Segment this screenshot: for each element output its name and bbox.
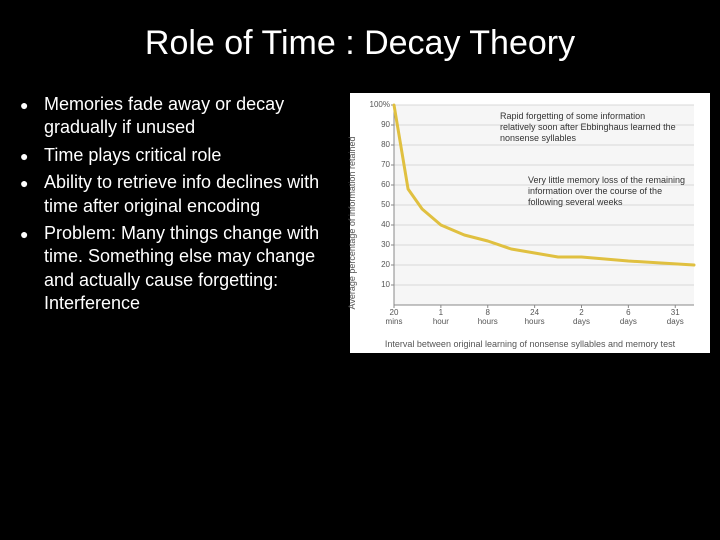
y-tick-label: 80 [366, 140, 390, 149]
chart-annotation: Rapid forgetting of some information rel… [500, 111, 680, 143]
y-tick-label: 100% [366, 100, 390, 109]
bullet-item: Time plays critical role [20, 144, 340, 167]
x-tick-label: 20mins [380, 309, 408, 327]
bullet-item: Memories fade away or decay gradually if… [20, 93, 340, 140]
y-tick-label: 40 [366, 220, 390, 229]
y-tick-label: 20 [366, 260, 390, 269]
x-tick-label: 31days [661, 309, 689, 327]
y-tick-label: 50 [366, 200, 390, 209]
y-tick-label: 60 [366, 180, 390, 189]
x-tick-label: 2days [568, 309, 596, 327]
y-tick-label: 30 [366, 240, 390, 249]
page-title: Role of Time : Decay Theory [0, 0, 720, 73]
bullet-item: Problem: Many things change with time. S… [20, 222, 340, 316]
x-tick-label: 1hour [427, 309, 455, 327]
x-axis-label: Interval between original learning of no… [350, 339, 710, 349]
y-tick-label: 10 [366, 280, 390, 289]
x-tick-label: 6days [614, 309, 642, 327]
bullet-item: Ability to retrieve info declines with t… [20, 171, 340, 218]
chart-annotation: Very little memory loss of the remaining… [528, 175, 698, 207]
y-tick-label: 70 [366, 160, 390, 169]
bullet-list: Memories fade away or decay gradually if… [20, 93, 340, 353]
y-tick-label: 90 [366, 120, 390, 129]
x-tick-label: 24hours [521, 309, 549, 327]
content-row: Memories fade away or decay gradually if… [0, 73, 720, 363]
decay-chart: Average percentage of information retain… [350, 93, 710, 353]
x-tick-label: 8hours [474, 309, 502, 327]
bullets-ul: Memories fade away or decay gradually if… [20, 93, 340, 316]
